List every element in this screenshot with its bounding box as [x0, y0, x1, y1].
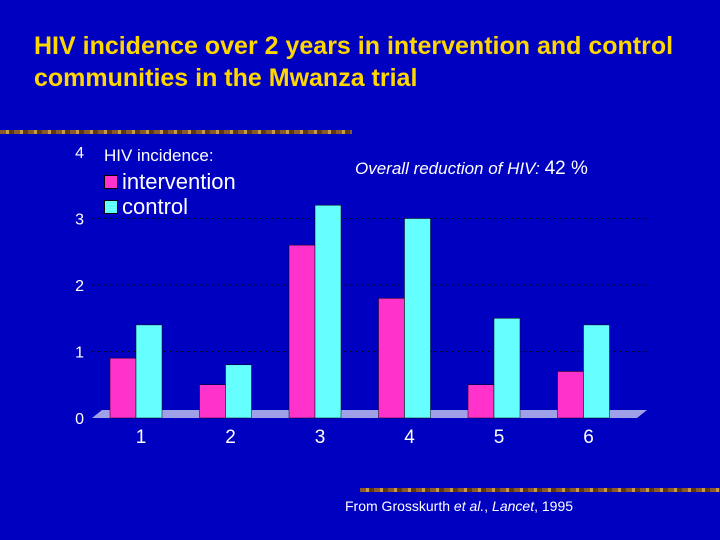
- annotation-value: 42 %: [544, 158, 588, 179]
- x-tick-label: 3: [315, 427, 326, 448]
- x-tick-label: 5: [494, 427, 505, 448]
- x-tick-label: 2: [225, 427, 236, 448]
- source-sep: ,: [484, 498, 493, 514]
- source-year: , 1995: [534, 498, 574, 514]
- bar-control-3: [314, 204, 342, 419]
- bar-intervention-6: [557, 371, 584, 419]
- bar-control-6: [583, 324, 610, 419]
- bar-control-4: [404, 218, 431, 419]
- bar-intervention-5: [467, 384, 495, 419]
- bar-intervention-1: [109, 357, 137, 419]
- decorative-divider-bottom: [360, 488, 720, 492]
- bar-intervention-4: [378, 298, 405, 419]
- y-tick-label: 2: [75, 278, 84, 295]
- source-prefix: From Grosskurth: [345, 498, 454, 514]
- annotation-text: Overall reduction of HIV:: [355, 159, 545, 178]
- page-title: HIV incidence over 2 years in interventi…: [34, 32, 674, 92]
- y-tick-label: 4: [75, 145, 84, 162]
- legend-item-intervention: intervention: [104, 170, 236, 194]
- legend-item-control: control: [104, 195, 188, 219]
- source-etal: et al.: [453, 498, 485, 514]
- legend-swatch-intervention: [104, 175, 118, 189]
- legend-swatch-control: [104, 200, 118, 214]
- bar-intervention-2: [199, 384, 226, 419]
- legend-label-intervention: intervention: [122, 169, 236, 194]
- y-tick-label: 0: [75, 411, 84, 428]
- overall-reduction-annotation: Overall reduction of HIV: 42 %: [355, 158, 588, 180]
- bar-intervention-3: [288, 244, 316, 419]
- decorative-divider-top: [0, 130, 352, 134]
- x-tick-label: 1: [136, 427, 147, 448]
- x-tick-label: 6: [583, 427, 594, 448]
- x-tick-label: 4: [404, 427, 415, 448]
- bar-control-2: [225, 364, 252, 419]
- y-tick-label: 3: [75, 212, 84, 229]
- source-journal: Lancet: [492, 498, 535, 514]
- bar-control-5: [493, 318, 521, 419]
- legend-title: HIV incidence:: [104, 146, 214, 165]
- source-citation: From Grosskurth et al., Lancet, 1995: [345, 498, 573, 514]
- y-tick-label: 1: [75, 345, 84, 362]
- bar-control-1: [135, 324, 163, 419]
- legend-label-control: control: [122, 194, 189, 219]
